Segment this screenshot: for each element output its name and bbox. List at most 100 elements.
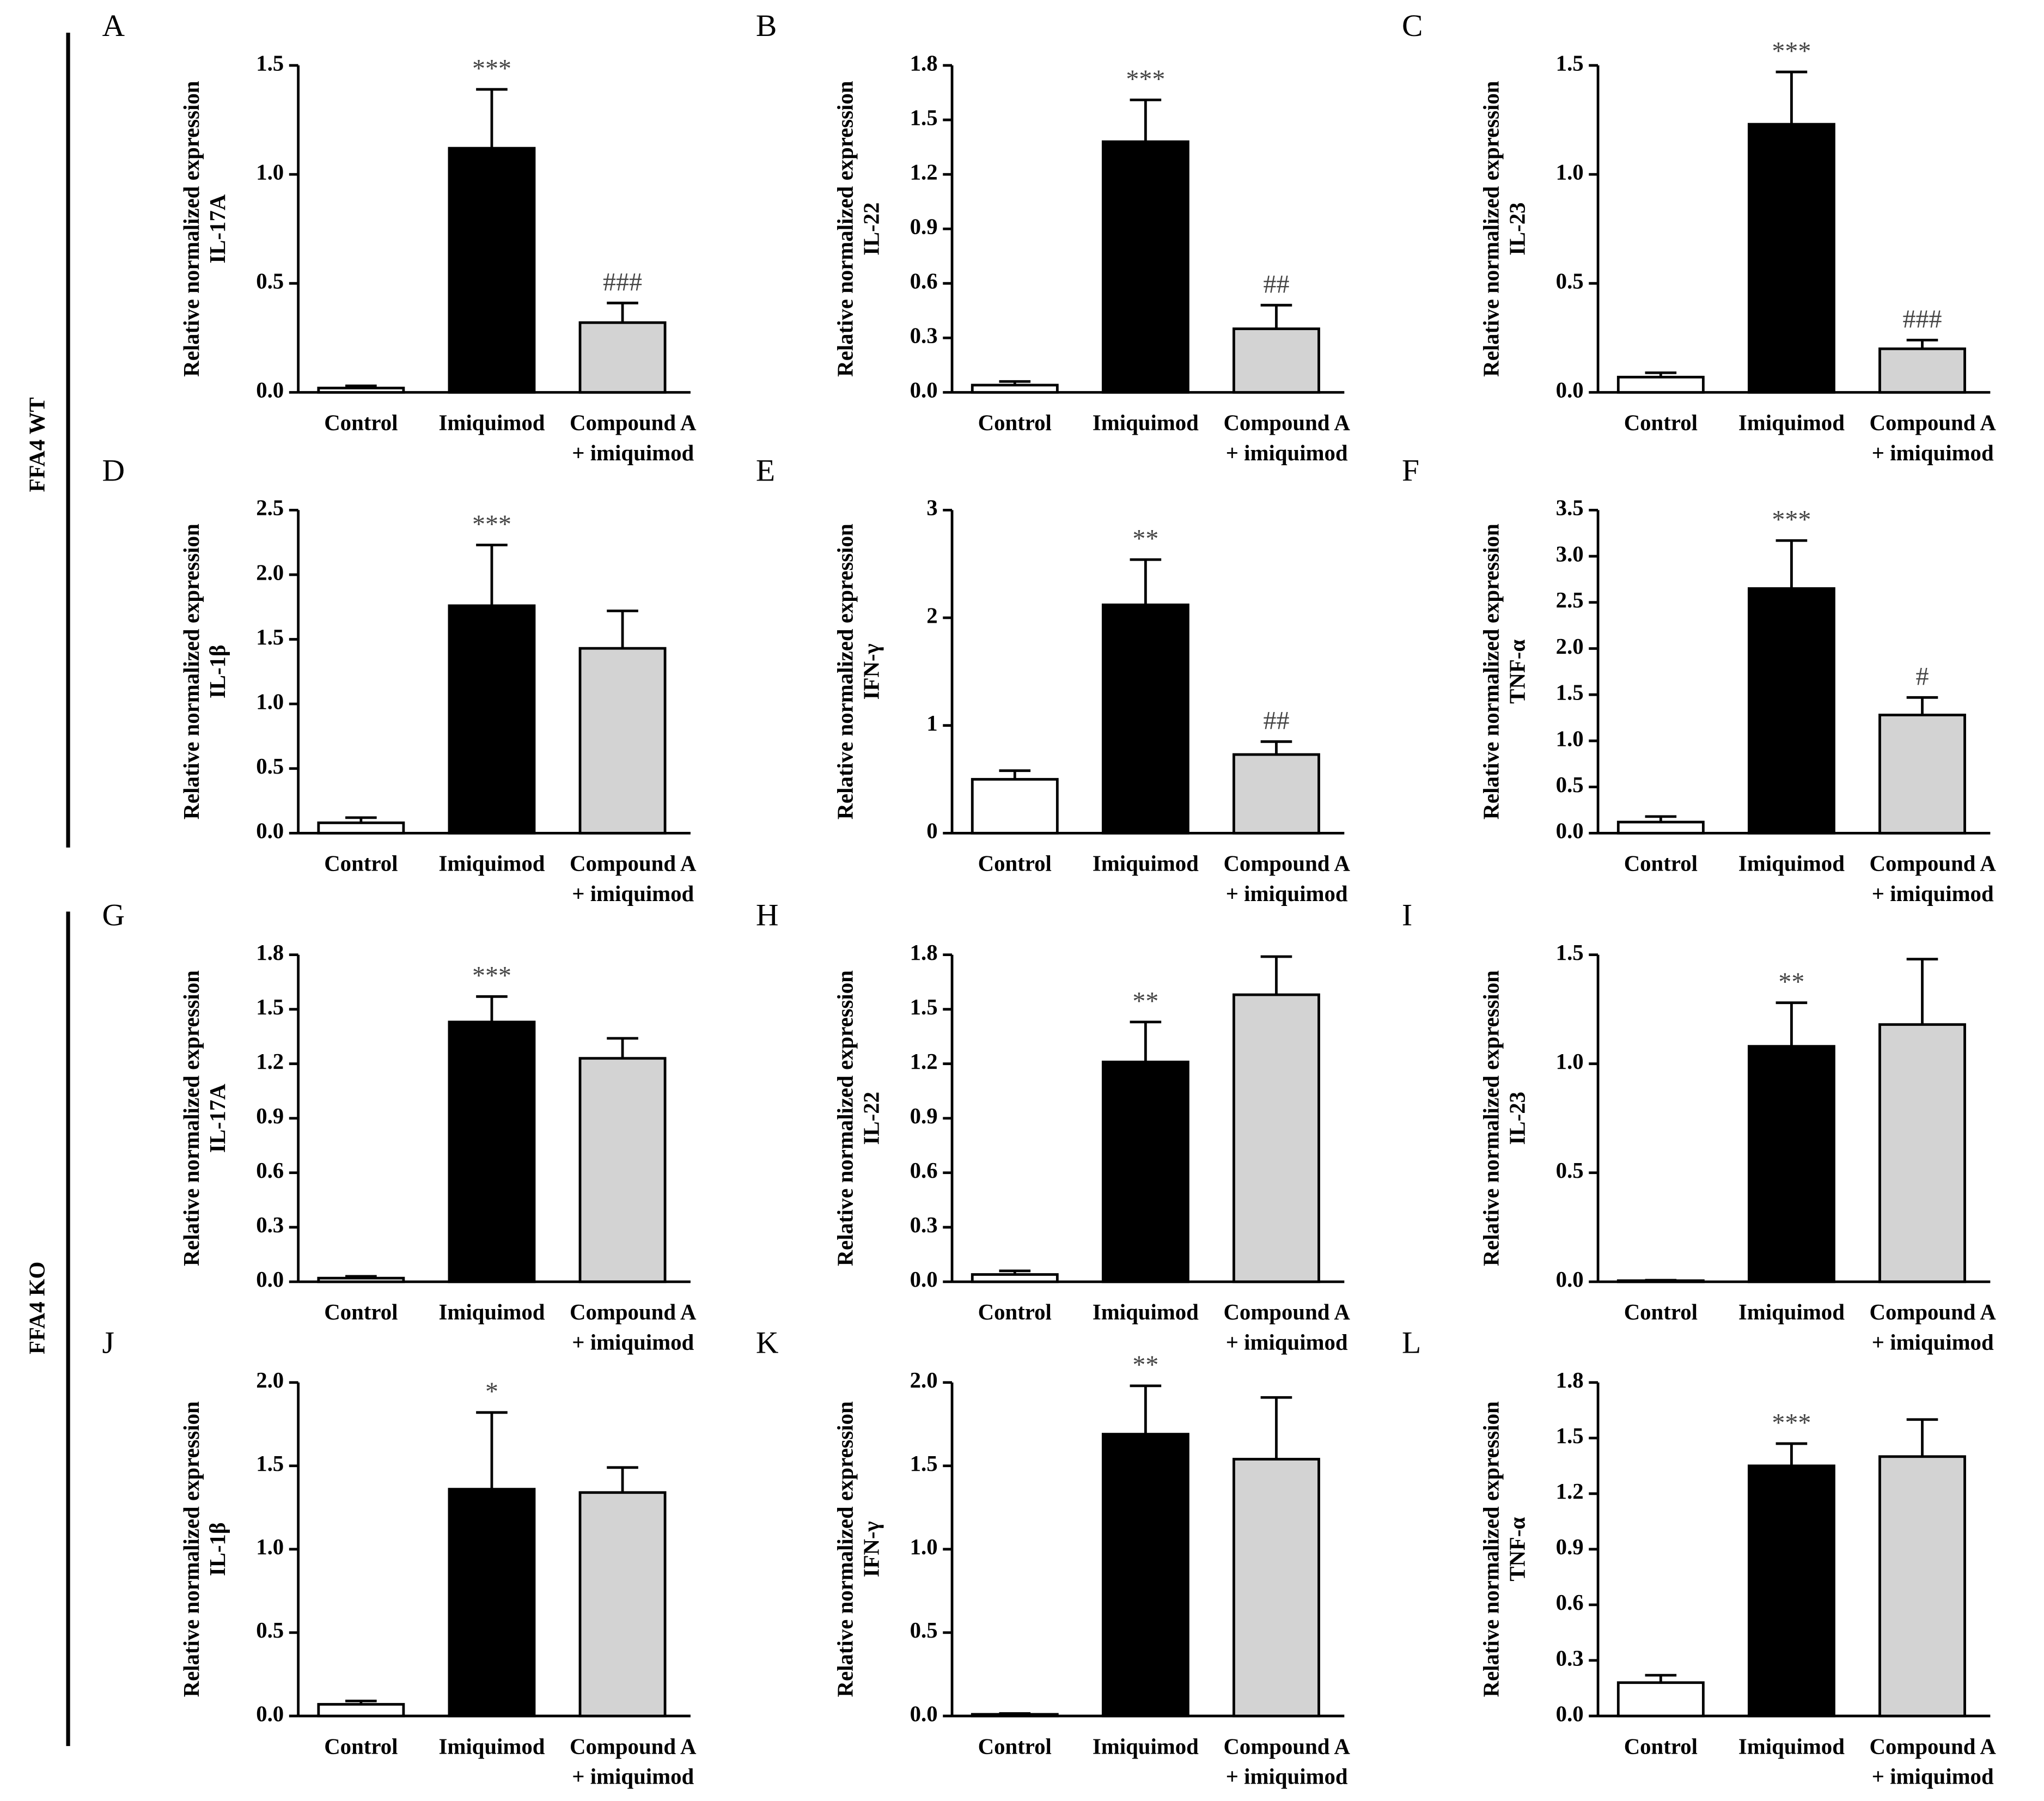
significance: ***: [472, 962, 511, 990]
y-tick-label: 1.5: [910, 995, 938, 1019]
bar: [448, 1488, 536, 1718]
y-axis-label: IL-1β: [205, 645, 230, 699]
bar: [317, 1276, 405, 1283]
panel-label: J: [102, 1326, 114, 1360]
bar: [448, 604, 536, 835]
y-tick-label: 0.9: [910, 1104, 938, 1128]
y-tick-label: 0.0: [256, 819, 284, 843]
x-tick-label: + imiquimod: [572, 1765, 694, 1789]
y-tick-label: 0.6: [256, 1158, 284, 1183]
y-tick-label: 1.0: [910, 1535, 938, 1559]
y-tick-label: 0.0: [910, 378, 938, 403]
panel-label: I: [1402, 898, 1412, 933]
bar: [1616, 820, 1705, 835]
x-tick-label: Compound A: [570, 1734, 697, 1759]
y-tick-label: 2.0: [256, 560, 284, 585]
panel-label: B: [756, 9, 777, 43]
panel-label: A: [102, 9, 125, 43]
y-axis-label: TNF-α: [1505, 1517, 1529, 1581]
bar: [578, 321, 667, 394]
y-tick-label: 1.5: [1556, 680, 1584, 705]
y-tick-label: 1.5: [256, 51, 284, 75]
significance: ***: [472, 54, 511, 83]
panel-label: G: [102, 898, 125, 933]
bar: [448, 1020, 536, 1283]
bar: [578, 1491, 667, 1718]
y-tick-label: 0.9: [256, 1104, 284, 1128]
y-tick-label: 3.0: [1556, 541, 1584, 566]
y-tick-label: 0: [926, 819, 937, 843]
y-tick-label: 0.9: [910, 215, 938, 239]
y-axis-label: IL-23: [1505, 1092, 1529, 1145]
x-tick-label: Imiquimod: [1093, 1300, 1199, 1324]
bar: [1101, 140, 1189, 394]
significance: #: [1915, 662, 1929, 691]
y-axis-label: TNF-α: [1505, 640, 1529, 704]
y-axis-label: Relative normalized expression: [179, 970, 204, 1266]
x-tick-label: Compound A: [1223, 1734, 1350, 1759]
bar: [1616, 1681, 1705, 1718]
y-axis-label: IL-17A: [205, 1084, 230, 1153]
x-tick-label: Control: [978, 1300, 1052, 1324]
y-axis-label: Relative normalized expression: [1479, 524, 1503, 819]
bar: [1878, 347, 1966, 394]
bar: [1878, 1455, 1966, 1718]
y-axis-label: IL-23: [1505, 202, 1529, 255]
x-tick-label: Compound A: [1869, 411, 1996, 435]
y-tick-label: 1.5: [256, 625, 284, 649]
x-tick-label: + imiquimod: [572, 441, 694, 465]
y-tick-label: 0.0: [256, 1701, 284, 1726]
x-tick-label: Control: [1624, 851, 1698, 876]
y-axis-label: IL-1β: [205, 1523, 230, 1577]
y-tick-label: 0.0: [1556, 819, 1584, 843]
y-tick-label: 1.2: [910, 160, 938, 184]
y-tick-label: 0.5: [1556, 1158, 1584, 1183]
y-tick-label: 1.5: [910, 1451, 938, 1476]
x-tick-label: + imiquimod: [1872, 441, 1994, 465]
y-tick-label: 0.0: [910, 1701, 938, 1726]
y-tick-label: 0.0: [1556, 1267, 1584, 1292]
y-tick-label: 1.5: [256, 995, 284, 1019]
significance: ###: [1902, 305, 1942, 334]
bar: [1747, 587, 1835, 835]
x-tick-label: Control: [1624, 411, 1698, 435]
panel-label: F: [1402, 453, 1419, 488]
x-tick-label: Compound A: [1223, 1300, 1350, 1324]
bar: [1878, 1023, 1966, 1283]
y-tick-label: 0.3: [910, 324, 938, 348]
panel-label: H: [756, 898, 779, 933]
y-tick-label: 0.5: [256, 1618, 284, 1642]
y-tick-label: 0.6: [910, 1158, 938, 1183]
y-tick-label: 1.5: [910, 105, 938, 130]
y-tick-label: 0.3: [1556, 1646, 1584, 1670]
bar: [1101, 1433, 1189, 1718]
y-tick-label: 0.3: [256, 1213, 284, 1237]
panel-label: D: [102, 453, 125, 488]
y-axis-label: Relative normalized expression: [833, 1401, 857, 1697]
bar: [578, 1057, 667, 1283]
group-label: FFA4 KO: [25, 1262, 50, 1354]
bar: [1101, 603, 1189, 835]
panel-label: E: [756, 453, 775, 488]
y-axis-label: Relative normalized expression: [1479, 970, 1503, 1266]
x-tick-label: Imiquimod: [1093, 851, 1199, 876]
x-tick-label: Imiquimod: [438, 411, 545, 435]
panel-label: C: [1402, 9, 1423, 43]
significance: ***: [1126, 65, 1165, 94]
y-tick-label: 1.8: [1556, 1368, 1584, 1392]
y-tick-label: 2.5: [1556, 588, 1584, 612]
bar: [1747, 123, 1835, 394]
y-tick-label: 1.2: [256, 1049, 284, 1074]
y-tick-label: 1.8: [910, 51, 938, 75]
significance: **: [1132, 1350, 1158, 1379]
y-tick-label: 0.5: [256, 754, 284, 778]
bar: [971, 1273, 1059, 1283]
y-tick-label: 0.5: [256, 269, 284, 294]
x-tick-label: Control: [978, 1734, 1052, 1759]
x-tick-label: Imiquimod: [438, 1300, 545, 1324]
significance: **: [1778, 968, 1804, 996]
y-axis-label: Relative normalized expression: [1479, 81, 1503, 376]
y-tick-label: 0.0: [1556, 378, 1584, 403]
y-tick-label: 1.0: [256, 1535, 284, 1559]
